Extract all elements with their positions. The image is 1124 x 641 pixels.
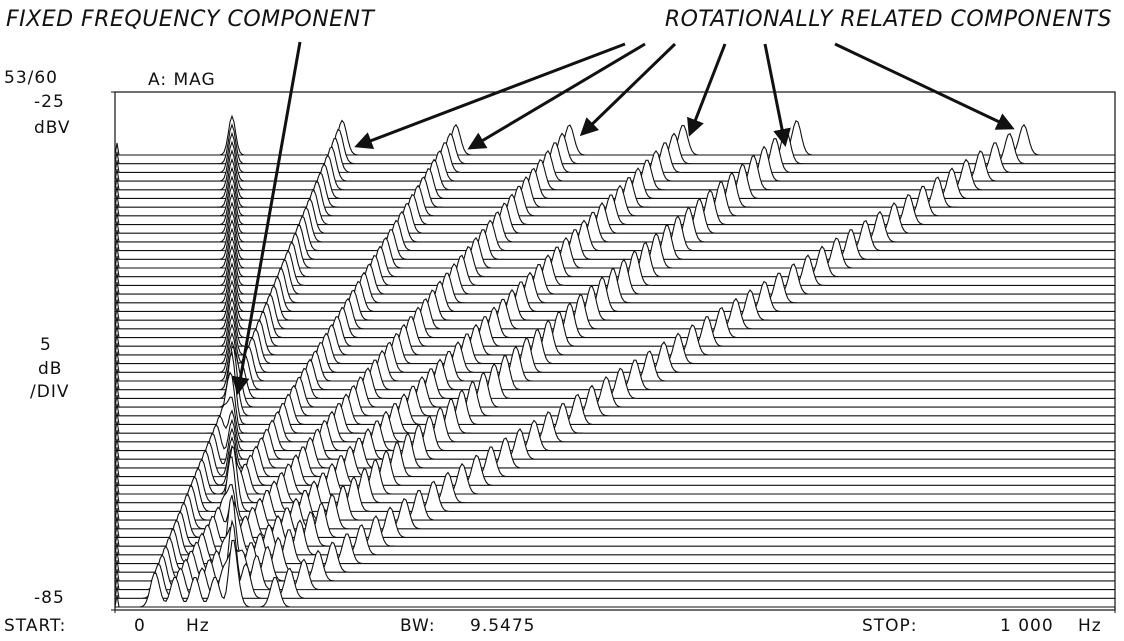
x-tick-label: 1 000 [1000,616,1054,636]
trace [115,186,1115,225]
arrow [690,44,725,134]
scale-value: 5 [40,335,52,355]
chart: FIXED FREQUENCY COMPONENT ROTATIONALLY R… [0,0,1124,641]
traces [115,116,1115,607]
arrow [835,44,1012,128]
bw-label: BW: [400,616,436,636]
trace-label: A: MAG [148,70,216,90]
trace [115,116,1115,155]
bw-value: 9.5475 [470,616,535,636]
title-left: FIXED FREQUENCY COMPONENT [6,7,376,32]
x-tick-label: 0 [134,616,146,636]
trace [115,151,1115,190]
scale-unit: dB [38,359,62,379]
trace [115,264,1115,303]
trace [115,125,1115,164]
title-right: ROTATIONALLY RELATED COMPONENTS [665,7,1112,32]
arrow [765,44,785,144]
y-tick-label: -25 [34,92,65,112]
record: 53/60 [4,68,58,88]
y-tick-label: -85 [34,588,65,608]
y-unit: dBV [34,118,71,138]
x-unit: Hz [186,616,210,636]
scale-per: /DIV [30,382,69,402]
x-unit: Hz [1078,616,1102,636]
start-label: START: [4,616,66,636]
stop-label: STOP: [862,616,918,636]
arrow [470,44,645,148]
arrow [582,44,675,134]
